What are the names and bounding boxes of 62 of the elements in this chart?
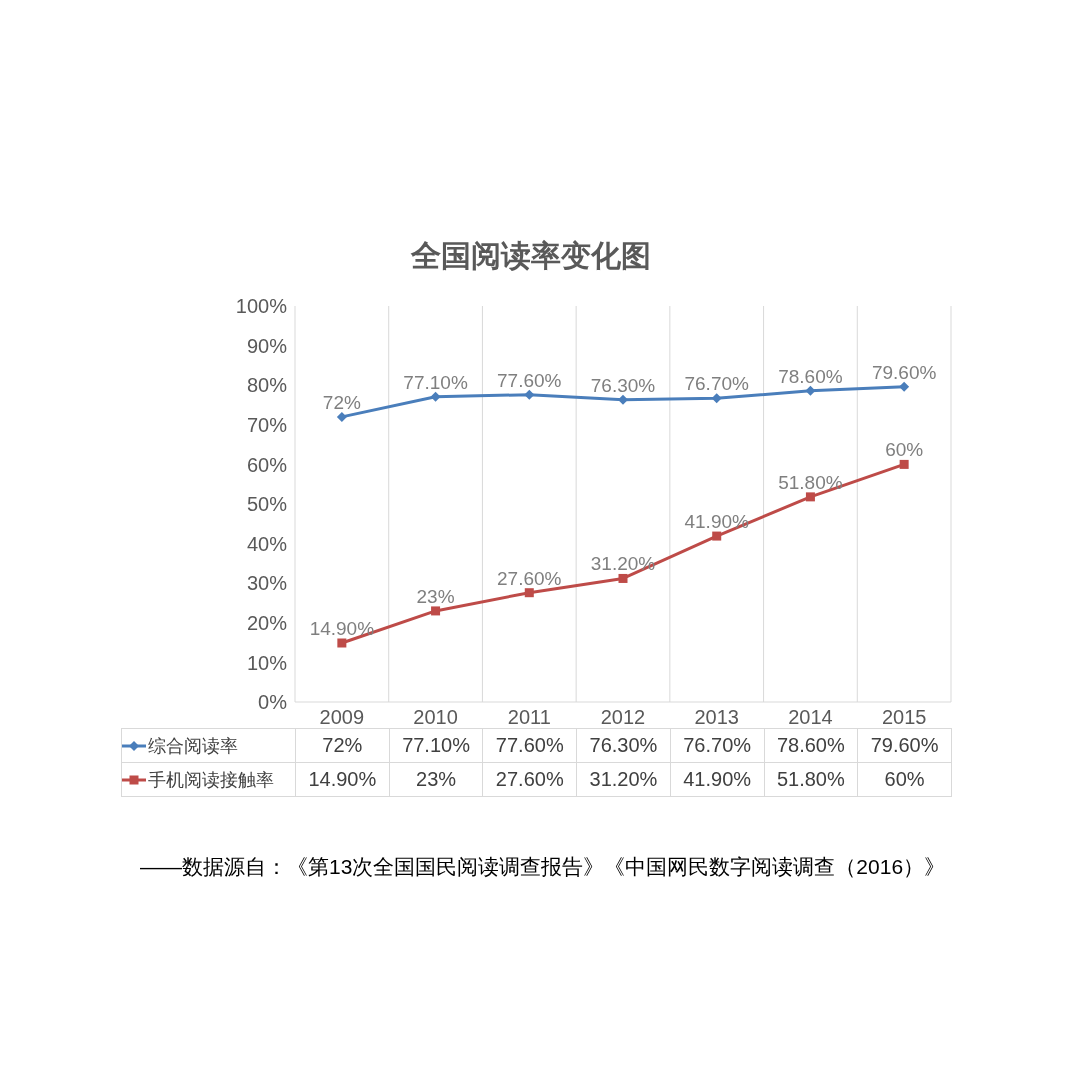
text: 41.90% (684, 511, 749, 533)
y-tick-label: 70% (246, 413, 288, 436)
data-label: 31.20% (576, 762, 671, 797)
text: 72% (322, 391, 361, 413)
text: 27.60% (497, 567, 562, 589)
y-tick-label: 20% (246, 611, 288, 634)
data-label: 27.60% (482, 762, 577, 797)
text: 51.80% (778, 471, 843, 493)
chart-title: 全国阅读率变化图 (410, 238, 652, 274)
data-label: 78.60% (764, 728, 858, 763)
legend-label: 综合阅读率 (148, 735, 238, 756)
y-tick-label: 0% (258, 691, 288, 714)
x-tick-label: 2015 (881, 706, 927, 729)
point (899, 459, 909, 469)
y-tick-label: 10% (246, 651, 288, 674)
x-tick-label: 2011 (507, 706, 551, 729)
point (524, 389, 535, 400)
data-label: 76.70% (670, 728, 765, 763)
x-tick-label: 2010 (413, 706, 458, 729)
text: 77.60% (497, 369, 562, 391)
data-label: 60% (857, 762, 952, 797)
data-label: 51.80% (764, 762, 858, 797)
point (618, 394, 628, 405)
data-label: 41.90% (670, 762, 765, 797)
y-tick-label: 90% (246, 334, 288, 357)
point (899, 381, 910, 392)
text: 76.30% (590, 374, 656, 396)
text: 23% (416, 585, 455, 607)
point (336, 411, 347, 422)
data-label: 76.30% (576, 728, 671, 763)
text: 31.20% (590, 553, 656, 575)
data-label: 14.90% (295, 762, 390, 797)
text: 79.60% (871, 361, 937, 383)
point (712, 531, 722, 541)
x-tick-label: 2009 (319, 706, 365, 729)
y-tick-label: 50% (246, 493, 288, 516)
data-label: 72% (295, 728, 390, 763)
y-tick-label: 100% (235, 295, 288, 318)
data-label: 77.60% (482, 728, 577, 763)
data-label: 77.10% (389, 728, 483, 763)
y-tick-label: 30% (246, 572, 288, 595)
point (337, 638, 347, 648)
text: 78.60% (778, 365, 843, 387)
x-tick-label: 2014 (788, 706, 833, 729)
point (618, 573, 628, 583)
data-label: 79.60% (857, 728, 952, 763)
text: 14.90% (309, 618, 375, 639)
point (431, 606, 441, 616)
x-tick-label: 2012 (600, 706, 646, 729)
y-tick-label: 60% (246, 453, 288, 476)
y-tick-label: 40% (246, 532, 288, 555)
x-tick-label: 2013 (694, 706, 739, 729)
data-label: 23% (389, 762, 483, 797)
y-tick-label: 80% (246, 374, 288, 397)
legend-label: 手机阅读接触率 (148, 769, 274, 790)
text: ——数据源自：《第13次全国国民阅读调查报告》《中国网民数字阅读调查（2016）》 (140, 854, 946, 880)
text: 77.10% (403, 371, 468, 393)
text: 60% (885, 439, 924, 461)
point (524, 588, 534, 598)
text: 76.70% (684, 373, 749, 395)
point (805, 492, 815, 502)
point (430, 391, 441, 402)
